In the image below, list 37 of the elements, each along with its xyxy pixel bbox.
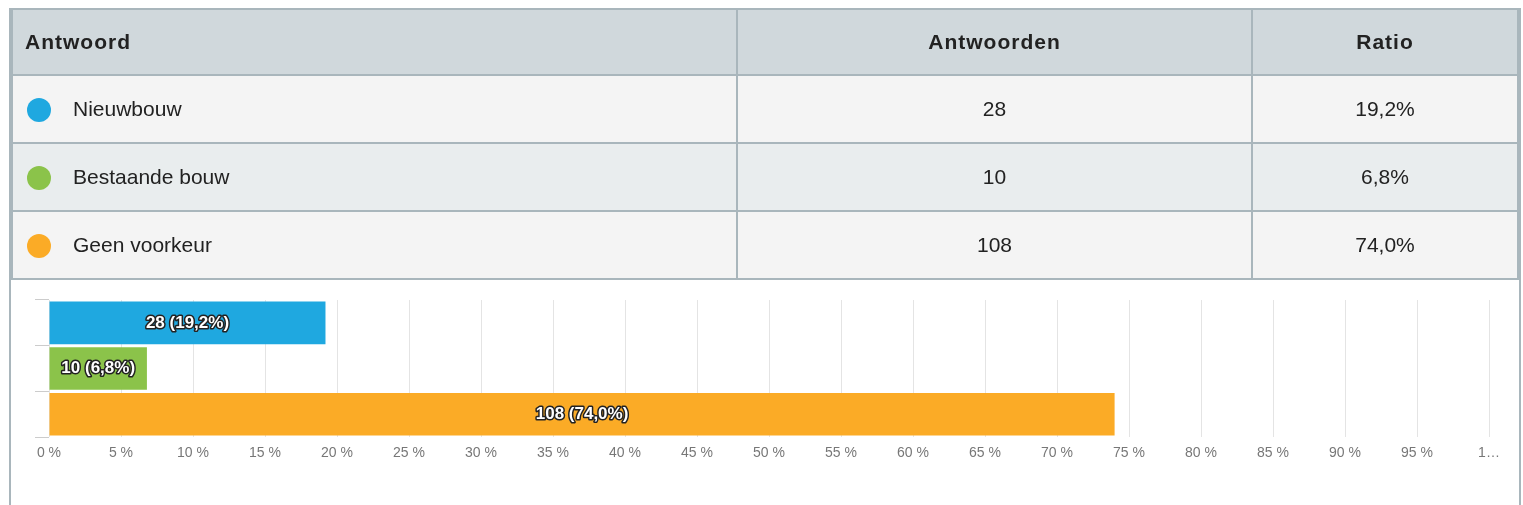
- text: 19,2%: [1252, 75, 1518, 143]
- text: Antwoord: [12, 9, 737, 75]
- x-tick-label: 70 %: [1041, 444, 1073, 461]
- x-tick-label: 40 %: [609, 444, 641, 461]
- x-tick-label: 25 %: [393, 444, 425, 461]
- x-tick-label: 95 %: [1401, 444, 1433, 461]
- x-tick-label: 65 %: [969, 444, 1001, 461]
- x-tick-label: 55 %: [825, 444, 857, 461]
- data-label: 10 (6,8%): [61, 358, 136, 378]
- x-tick-label: 60 %: [897, 444, 929, 461]
- x-tick-label: 30 %: [465, 444, 497, 461]
- x-tick-label: 80 %: [1185, 444, 1217, 461]
- x-tick-label: 20 %: [321, 444, 353, 461]
- text: 108: [737, 211, 1252, 279]
- text: 10: [737, 143, 1252, 211]
- x-tick-label: 10 %: [177, 444, 209, 461]
- text: Antwoorden: [737, 9, 1252, 75]
- x-tick-label: 50 %: [753, 444, 785, 461]
- x-tick-label: 45 %: [681, 444, 713, 461]
- x-tick-label: 5 %: [108, 444, 134, 461]
- x-tick-label: 0 %: [36, 444, 62, 461]
- x-tick-label: 85 %: [1257, 444, 1289, 461]
- text: Geen voorkeur: [73, 233, 212, 257]
- x-tick-label: 35 %: [537, 444, 569, 461]
- data-label: 28 (19,2%): [145, 312, 230, 332]
- x-tick-label: 90 %: [1329, 444, 1361, 461]
- text: Nieuwbouw: [73, 97, 182, 121]
- x-tick-label: 75 %: [1113, 444, 1145, 461]
- x-tick-label: 1…: [1478, 444, 1500, 461]
- text: 28: [737, 75, 1252, 143]
- bar: [49, 393, 1115, 436]
- text: 74,0%: [1252, 211, 1518, 279]
- text: Bestaande bouw: [73, 165, 230, 189]
- data-label: 108 (74,0%): [535, 404, 629, 424]
- text: Ratio: [1252, 9, 1518, 75]
- text: 6,8%: [1252, 143, 1518, 211]
- x-tick-label: 15 %: [249, 444, 281, 461]
